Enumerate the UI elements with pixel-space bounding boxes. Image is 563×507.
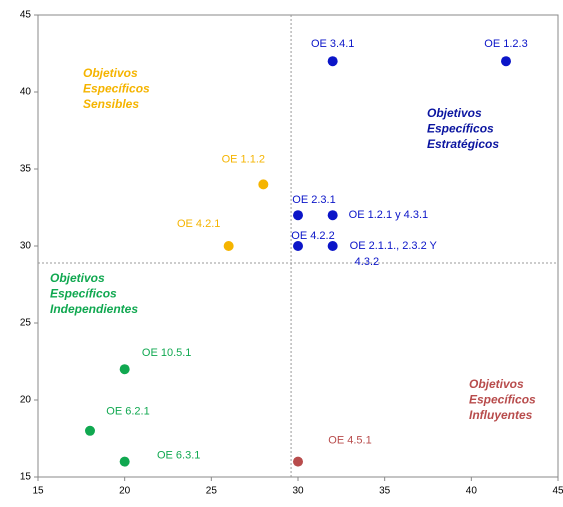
quadrant-label: Estratégicos xyxy=(427,137,499,151)
x-tick-label: 35 xyxy=(379,486,391,497)
point xyxy=(119,364,130,375)
quadrant-label: Objetivos xyxy=(469,377,524,391)
point-label: OE 10.5.1 xyxy=(142,347,192,359)
quadrant-label: Sensibles xyxy=(83,97,139,111)
point-label: 4.3.2 xyxy=(355,256,379,268)
x-tick-label: 30 xyxy=(292,486,304,497)
quadrant-label: Objetivos xyxy=(50,271,105,285)
point xyxy=(501,56,511,67)
y-tick-label: 40 xyxy=(20,87,32,98)
point-label: OE 6.2.1 xyxy=(106,406,149,418)
y-tick-label: 35 xyxy=(20,164,32,175)
y-tick-label: 25 xyxy=(20,318,32,329)
quadrant-label: Específicos xyxy=(83,82,150,96)
point xyxy=(258,179,269,190)
y-tick-label: 15 xyxy=(20,472,32,483)
point-label: OE 1.2.1 y 4.3.1 xyxy=(349,209,429,221)
x-tick-label: 25 xyxy=(206,486,218,497)
point-label: OE 3.4.1 xyxy=(311,38,354,50)
point xyxy=(119,456,130,467)
point-label: OE 1.2.3 xyxy=(484,38,527,50)
y-tick-label: 20 xyxy=(20,395,32,406)
quadrant-label: Específicos xyxy=(50,287,117,301)
x-tick-label: 40 xyxy=(466,486,478,497)
point xyxy=(85,425,95,436)
point xyxy=(327,210,338,221)
y-tick-label: 45 xyxy=(20,10,32,21)
point xyxy=(327,56,338,67)
quadrant-label: Objetivos xyxy=(427,106,482,120)
quadrant-label: Influyentes xyxy=(469,408,533,422)
quadrant-label: Independientes xyxy=(50,302,138,316)
quadrant-label: Específicos xyxy=(469,393,536,407)
point-label: OE 6.3.1 xyxy=(157,450,200,462)
point xyxy=(293,210,303,221)
point-label: OE 1.1.2 xyxy=(222,153,265,165)
quadrant-label: Objetivos xyxy=(83,66,138,80)
point xyxy=(293,241,303,251)
point xyxy=(327,241,338,251)
point-label: OE 2.3.1 xyxy=(292,194,335,206)
point-label: OE 4.2.2 xyxy=(291,230,334,242)
point xyxy=(293,456,303,467)
point xyxy=(223,241,234,251)
x-tick-label: 15 xyxy=(32,486,44,497)
quadrant-label: Específicos xyxy=(427,122,494,136)
point-label: OE 4.2.1 xyxy=(177,218,220,230)
x-tick-label: 45 xyxy=(552,486,563,497)
x-tick-label: 20 xyxy=(119,486,131,497)
point-label: OE 4.5.1 xyxy=(328,435,371,447)
y-tick-label: 30 xyxy=(20,241,32,252)
point-label: OE 2.1.1., 2.3.2 Y xyxy=(350,240,438,252)
